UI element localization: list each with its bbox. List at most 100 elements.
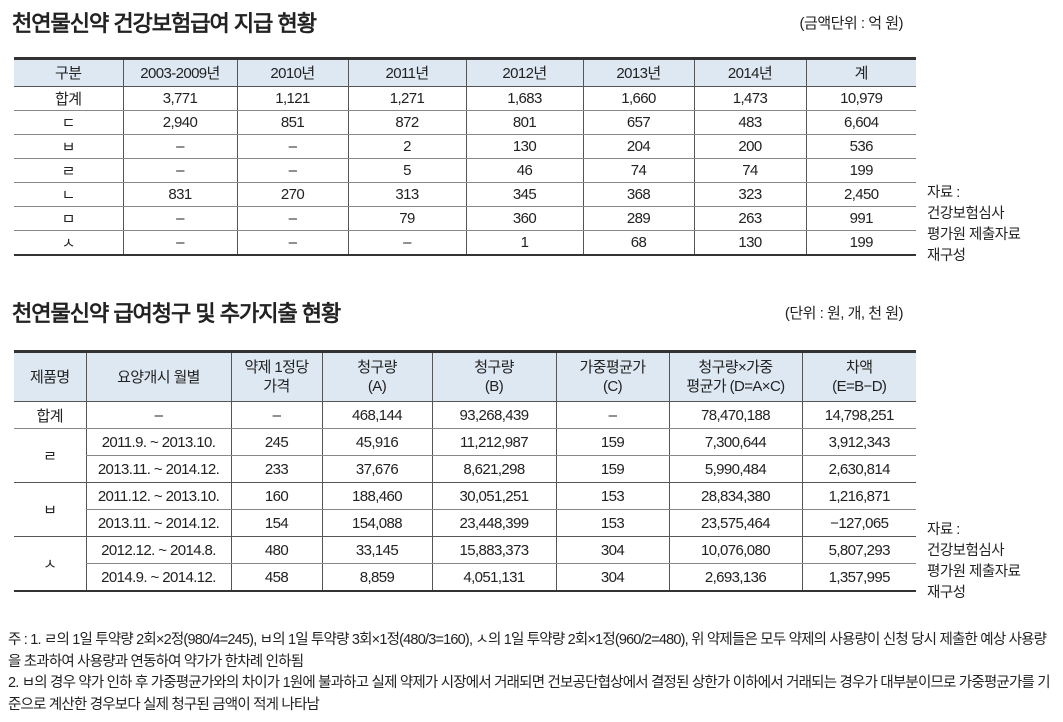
table-cell: 46	[465, 158, 583, 183]
table-cell: 801	[465, 110, 583, 135]
table2-unit: (단위 : 원, 개, 천 원)	[784, 305, 904, 322]
table-cell: 1,357,995	[801, 563, 916, 592]
table-cell: 8,859	[321, 563, 432, 592]
payment-table: 구분 2003-2009년 2010년 2011년 2012년 2013년 2014년 계 합계…	[14, 57, 916, 256]
table-cell: 10,979	[805, 86, 916, 111]
table-cell: 1	[465, 230, 583, 256]
table-cell: 2011.12. ~ 2013.10.	[85, 482, 231, 510]
table-cell: 199	[805, 158, 916, 183]
table-cell: 11,212,987	[431, 428, 556, 456]
table-cell: 33,145	[321, 536, 432, 564]
table-cell: 2013.11. ~ 2014.12.	[85, 455, 231, 483]
table-cell: 93,268,439	[431, 401, 556, 429]
table-cell: 합계	[14, 401, 86, 429]
table-cell: 68	[582, 230, 694, 256]
table-cell: ㄴ	[14, 182, 123, 207]
table-cell: 368	[582, 182, 694, 207]
source-line: 자료 :	[927, 522, 960, 538]
table1-source: 자료 : 건강보험심사 평가원 제출자료 재구성	[927, 183, 1021, 267]
table-cell: 74	[582, 158, 694, 183]
table-cell: –	[236, 134, 348, 159]
header-line: 약제 1정당	[244, 359, 309, 376]
header-line: (B)	[484, 378, 504, 395]
table-cell: ㅅ	[14, 230, 123, 256]
table-cell: 245	[230, 428, 322, 456]
table-row: ㅁ – –79 360 289 263 991	[14, 206, 916, 231]
table-cell: 130	[465, 134, 583, 159]
source-line: 건강보험심사	[927, 543, 1005, 559]
table-cell: 872	[347, 110, 466, 135]
header-line: (A)	[367, 378, 387, 395]
column-header: 요양개시 월별	[85, 351, 231, 402]
table-cell: –	[122, 230, 237, 256]
table-cell: 263	[693, 206, 806, 231]
table-cell: 28,834,380	[668, 482, 802, 510]
table-cell: 2	[347, 134, 466, 159]
table-cell: 37,676	[321, 455, 432, 483]
table-row: 2013.11. ~ 2014.12. 154 154,088 23,448,399 1…	[14, 509, 916, 537]
table-cell: 154,088	[321, 509, 432, 537]
table-cell: 270	[236, 182, 348, 207]
source-line: 재구성	[927, 585, 966, 601]
table-cell: ㄹ	[14, 158, 123, 183]
total-row: 합계 – –468,144 93,268,439–78,470,188 14,798,2…	[14, 401, 916, 429]
header-line: (E=B−D)	[832, 378, 887, 395]
column-header: 차액 (E=B−D)	[801, 351, 916, 402]
header-line: 가격	[263, 378, 290, 395]
table-cell: 3,771	[122, 86, 237, 111]
table-row: 합계 3,771 1,121 1,271 1,683 1,660 1,473 10,979	[14, 86, 916, 111]
source-line: 자료 :	[927, 185, 960, 201]
column-header: 2013년	[582, 58, 694, 87]
table-cell: 3,912,343	[801, 428, 916, 456]
table-cell: –	[85, 401, 231, 429]
table-cell: 1,660	[582, 86, 694, 111]
table-cell: 2,940	[122, 110, 237, 135]
table-cell: 78,470,188	[668, 401, 802, 429]
table-cell: 30,051,251	[431, 482, 556, 510]
table-cell: 204	[582, 134, 694, 159]
table-cell: –	[555, 401, 669, 429]
table-cell: –	[236, 158, 348, 183]
header-line: 청구량×가중	[698, 359, 773, 376]
table-cell: 483	[693, 110, 806, 135]
column-header: 2012년	[465, 58, 583, 87]
column-header: 2014년	[693, 58, 806, 87]
table-cell: 6,604	[805, 110, 916, 135]
table-cell: 159	[555, 428, 669, 456]
table-cell: 2012.12. ~ 2014.8.	[85, 536, 231, 564]
table-cell: 323	[693, 182, 806, 207]
table-cell: 2,630,814	[801, 455, 916, 483]
column-header: 청구량 (B)	[431, 351, 556, 402]
table-cell: 199	[805, 230, 916, 256]
table-cell: 304	[555, 563, 669, 592]
table-cell: 합계	[14, 86, 123, 111]
table-row: ㄹ – –5 46 74 74 199	[14, 158, 916, 183]
table-cell: 468,144	[321, 401, 432, 429]
table-cell: 200	[693, 134, 806, 159]
table-cell: 304	[555, 536, 669, 564]
table-cell: 159	[555, 455, 669, 483]
table2-source: 자료 : 건강보험심사 평가원 제출자료 재구성	[927, 520, 1021, 604]
header-line: 요양개시 월별	[117, 368, 200, 386]
header-line: 차액	[846, 359, 873, 376]
table-cell: 79	[347, 206, 466, 231]
column-header: 2003-2009년	[122, 58, 237, 87]
header-line: 제품명	[29, 368, 70, 386]
product-name: ㅂ	[14, 482, 86, 537]
table-cell: 360	[465, 206, 583, 231]
header-line: (C)	[602, 378, 623, 395]
table-cell: 991	[805, 206, 916, 231]
table-cell: ㄷ	[14, 110, 123, 135]
table-row: ㄷ 2,940 851 872 801 657 483 6,604	[14, 110, 916, 135]
table-cell: 1,473	[693, 86, 806, 111]
table2-title: 천연물신약 급여청구 및 추가지출 현황	[12, 301, 341, 326]
footnote-2: 2. ㅂ의 경우 약가 인하 후 가중평균가와의 차이가 1원에 불과하고 실제…	[8, 675, 1051, 713]
table-cell: –	[236, 230, 348, 256]
source-line: 재구성	[927, 248, 966, 264]
table-cell: 851	[236, 110, 348, 135]
column-header: 계	[805, 58, 916, 87]
table-row: ㅂ 2011.12. ~ 2013.10. 160 188,460 30,051,251…	[14, 482, 916, 537]
table-row: ㄴ 831 270 313 345 368 323 2,450	[14, 182, 916, 207]
table-row: ㅅ 2012.12. ~ 2014.8. 480 33,145 15,883,373 30…	[14, 536, 916, 592]
source-line: 평가원 제출자료	[927, 227, 1021, 243]
